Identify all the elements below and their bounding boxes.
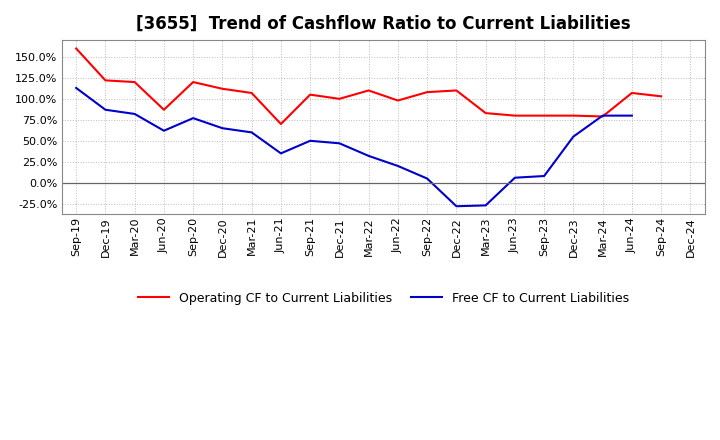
Title: [3655]  Trend of Cashflow Ratio to Current Liabilities: [3655] Trend of Cashflow Ratio to Curren… (136, 15, 631, 33)
Operating CF to Current Liabilities (101, 78, 109, 83)
Operating CF to Current Liabilities (540, 113, 549, 118)
Operating CF to Current Liabilities (598, 114, 607, 119)
Operating CF to Current Liabilities (248, 90, 256, 95)
Operating CF to Current Liabilities (276, 121, 285, 127)
Operating CF to Current Liabilities (481, 110, 490, 116)
Operating CF to Current Liabilities (189, 80, 197, 85)
Free CF to Current Liabilities (101, 107, 109, 112)
Free CF to Current Liabilities (423, 176, 431, 181)
Operating CF to Current Liabilities (306, 92, 315, 97)
Free CF to Current Liabilities (452, 204, 461, 209)
Operating CF to Current Liabilities (394, 98, 402, 103)
Operating CF to Current Liabilities (130, 80, 139, 85)
Free CF to Current Liabilities (569, 134, 577, 139)
Operating CF to Current Liabilities (452, 88, 461, 93)
Free CF to Current Liabilities (481, 203, 490, 208)
Free CF to Current Liabilities (276, 151, 285, 156)
Operating CF to Current Liabilities (569, 113, 577, 118)
Free CF to Current Liabilities (189, 115, 197, 121)
Free CF to Current Liabilities (598, 113, 607, 118)
Free CF to Current Liabilities (160, 128, 168, 133)
Free CF to Current Liabilities (218, 125, 227, 131)
Free CF to Current Liabilities (628, 113, 636, 118)
Operating CF to Current Liabilities (160, 107, 168, 112)
Operating CF to Current Liabilities (657, 94, 665, 99)
Free CF to Current Liabilities (510, 175, 519, 180)
Operating CF to Current Liabilities (218, 86, 227, 92)
Free CF to Current Liabilities (364, 153, 373, 158)
Free CF to Current Liabilities (306, 138, 315, 143)
Free CF to Current Liabilities (130, 111, 139, 117)
Free CF to Current Liabilities (72, 85, 81, 91)
Free CF to Current Liabilities (394, 163, 402, 169)
Legend: Operating CF to Current Liabilities, Free CF to Current Liabilities: Operating CF to Current Liabilities, Fre… (132, 286, 634, 310)
Free CF to Current Liabilities (335, 141, 343, 146)
Operating CF to Current Liabilities (72, 46, 81, 51)
Line: Free CF to Current Liabilities: Free CF to Current Liabilities (76, 88, 632, 206)
Line: Operating CF to Current Liabilities: Operating CF to Current Liabilities (76, 48, 661, 124)
Operating CF to Current Liabilities (335, 96, 343, 102)
Operating CF to Current Liabilities (628, 90, 636, 95)
Operating CF to Current Liabilities (510, 113, 519, 118)
Operating CF to Current Liabilities (364, 88, 373, 93)
Operating CF to Current Liabilities (423, 89, 431, 95)
Free CF to Current Liabilities (248, 130, 256, 135)
Free CF to Current Liabilities (540, 173, 549, 179)
